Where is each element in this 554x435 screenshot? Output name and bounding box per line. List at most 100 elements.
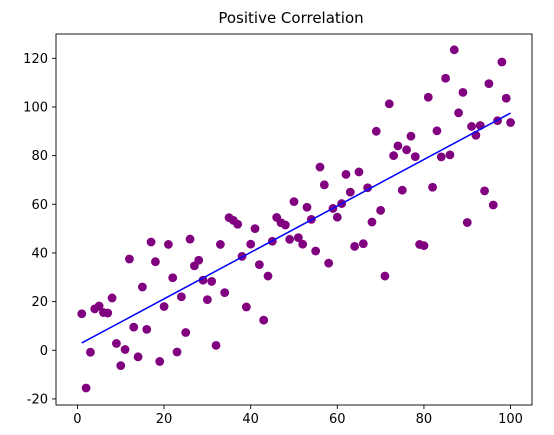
data-point [241, 302, 251, 312]
data-point [142, 324, 152, 334]
data-point [458, 87, 468, 97]
data-point [345, 187, 355, 197]
data-point [445, 150, 455, 160]
data-point [289, 197, 299, 207]
data-point [397, 185, 407, 195]
data-point [467, 122, 476, 131]
data-point [163, 240, 173, 249]
x-tick-label: 100 [498, 412, 523, 427]
data-point [94, 301, 104, 311]
data-point [146, 237, 156, 247]
data-point [432, 126, 442, 136]
data-point [423, 92, 433, 102]
data-point [159, 302, 169, 311]
data-point [285, 234, 295, 244]
data-point [138, 282, 147, 292]
data-point [86, 347, 95, 357]
data-point [211, 340, 221, 350]
data-point [202, 295, 212, 305]
data-point [501, 93, 511, 103]
data-point [488, 200, 498, 210]
data-point [363, 183, 373, 193]
data-point [384, 99, 394, 109]
data-point [315, 162, 325, 172]
data-point [419, 241, 429, 251]
data-point [181, 328, 191, 337]
data-point [116, 361, 126, 370]
data-point [155, 357, 165, 366]
data-point [233, 219, 243, 229]
x-tick-label: 20 [156, 412, 173, 427]
data-point [324, 258, 334, 268]
data-point [81, 383, 91, 393]
data-point [107, 293, 117, 303]
data-point [215, 240, 225, 249]
y-tick-label: 100 [23, 100, 48, 115]
chart-title: Positive Correlation [218, 9, 363, 27]
data-point [449, 45, 459, 55]
data-point [406, 131, 416, 141]
data-point [410, 152, 420, 162]
y-tick-label: 0 [40, 344, 48, 359]
y-tick-label: 40 [31, 246, 48, 261]
x-tick-label: 40 [242, 412, 259, 427]
data-point [389, 151, 399, 161]
data-point [332, 212, 342, 222]
data-point [311, 246, 321, 256]
data-point [133, 352, 143, 362]
data-point [441, 73, 450, 83]
data-point [298, 239, 308, 249]
trend-line [81, 112, 511, 344]
data-point [263, 271, 273, 281]
plot-area: 0 20 40 60 80 100 -20 0 20 40 60 80 100 120 [23, 33, 533, 427]
data-point [176, 292, 186, 302]
data-point [103, 308, 113, 318]
data-point [250, 224, 260, 234]
y-tick-label: 80 [31, 149, 48, 164]
data-point [506, 118, 515, 127]
data-point [354, 167, 364, 177]
data-point [428, 182, 437, 192]
data-point [172, 347, 182, 357]
x-tick-label: 80 [416, 412, 433, 427]
data-point [112, 339, 121, 348]
data-point [185, 234, 195, 244]
y-tick-label: 20 [31, 295, 48, 310]
data-point [367, 217, 377, 227]
data-point [151, 257, 160, 267]
data-point [319, 180, 329, 190]
data-point [350, 241, 360, 251]
data-point [480, 186, 489, 196]
data-point [358, 239, 368, 249]
data-point [168, 273, 178, 283]
data-point [371, 126, 381, 136]
data-point [198, 275, 208, 285]
y-tick-label: 120 [23, 52, 48, 67]
data-point [125, 254, 134, 264]
y-tick-label: -20 [27, 392, 48, 407]
data-point [280, 220, 290, 230]
data-point [436, 152, 446, 162]
data-point [462, 218, 472, 227]
data-point [254, 260, 264, 270]
data-point [402, 145, 412, 155]
data-point [259, 315, 269, 325]
data-point [380, 271, 390, 281]
data-point [246, 239, 256, 249]
data-point [497, 57, 507, 67]
data-point [194, 255, 204, 265]
data-point [341, 169, 351, 179]
x-tick-label: 0 [73, 412, 81, 427]
y-tick-label: 60 [31, 198, 48, 213]
data-point [302, 202, 312, 212]
data-point [454, 108, 463, 118]
data-point [376, 205, 386, 215]
x-tick-label: 60 [329, 412, 346, 427]
data-point [77, 309, 87, 319]
data-point [220, 288, 230, 298]
data-point [129, 322, 139, 332]
data-point [207, 277, 217, 286]
data-point [393, 141, 403, 151]
data-point [293, 233, 303, 243]
